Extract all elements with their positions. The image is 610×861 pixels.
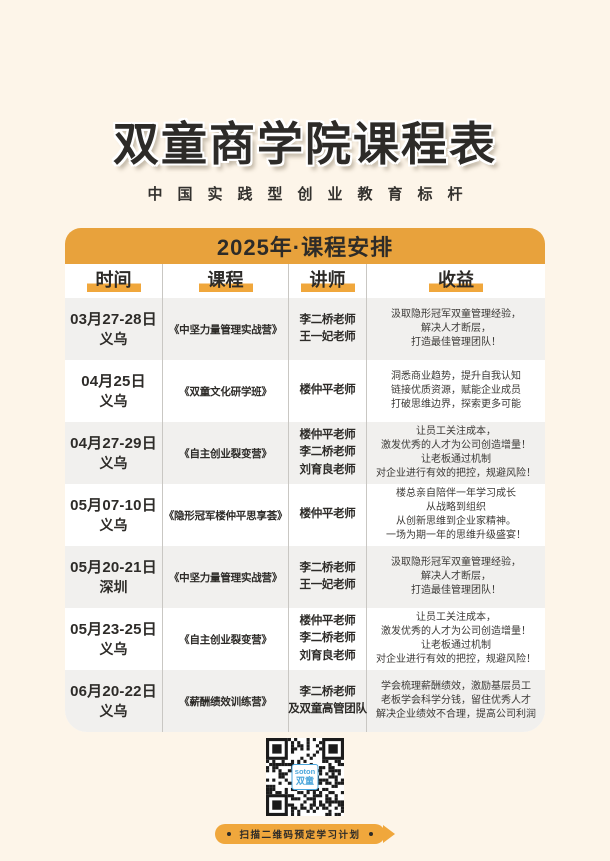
- column-header-cell: 课程: [163, 264, 289, 298]
- course-date: 04月27-29日: [70, 434, 157, 452]
- date-cell: 04月25日 义乌: [65, 360, 163, 422]
- lecturer-cell: 李二桥老师 王一妃老师: [289, 298, 367, 360]
- course-name: 《中坚力量管理实战营》: [168, 571, 283, 584]
- course-name-cell: 《双童文化研学班》: [163, 360, 289, 422]
- benefit-cell: 楼总亲自陪伴一年学习成长 从战略到组织 从创新思维到企业家精神。 一场为期一年的思维升…: [386, 488, 526, 541]
- table-row: 04月27-29日 义乌 《自主创业裂变营》 楼仲平老师 李二桥老师 刘育良老师 让…: [65, 422, 545, 484]
- lecturer-cell: 楼仲平老师 李二桥老师 刘育良老师: [289, 608, 367, 670]
- lecturer-cell: 李二桥老师 王一妃老师: [289, 546, 367, 608]
- course-name-cell: 《中坚力量管理实战营》: [163, 298, 289, 360]
- page-title: 双童商学院课程表: [113, 118, 497, 170]
- date-cell: 05月20-21日 深圳: [65, 546, 163, 608]
- table-row: 06月20-22日 义乌 《薪酬绩效训练营》 李二桥老师 及双童高管团队 学会梳理…: [65, 670, 545, 732]
- course-name: 《隐形冠军楼仲平思享荟》: [163, 509, 288, 522]
- course-name: 《自主创业裂变营》: [179, 633, 272, 646]
- column-header-cell: 收益: [367, 264, 545, 298]
- course-city: 义乌: [99, 393, 128, 410]
- course-city: 义乌: [99, 331, 128, 348]
- benefit-cell: 洞悉商业趋势，提升自我认知 链接优质资源，赋能企业成员 打破思维边界，探索更多可能: [391, 371, 521, 410]
- date-cell: 04月27-29日 义乌: [65, 422, 163, 484]
- benefit-cell: 汲取隐形冠军双童管理经验， 解决人才断层， 打造最佳管理团队！: [391, 309, 521, 348]
- course-city: 义乌: [99, 517, 128, 534]
- course-date: 05月23-25日: [70, 620, 157, 638]
- column-header-label: 讲师: [300, 269, 355, 293]
- benefit-cell: 汲取隐形冠军双童管理经验， 解决人才断层， 打造最佳管理团队！: [391, 557, 521, 596]
- qr-logo-text-bottom: 双童: [295, 775, 314, 786]
- footer-banner: 扫描二维码预定学习计划: [0, 824, 610, 844]
- lecturer-cell: 楼仲平老师: [289, 360, 367, 422]
- lecturer-cell: 楼仲平老师: [289, 484, 367, 546]
- course-date: 04月25日: [81, 372, 146, 390]
- course-name-cell: 《中坚力量管理实战营》: [163, 546, 289, 608]
- column-header-cell: 讲师: [289, 264, 367, 298]
- date-cell: 03月27-28日 义乌: [65, 298, 163, 360]
- course-name-cell: 《薪酬绩效训练营》: [163, 670, 289, 732]
- schedule-card: 2025年·课程安排 时间 课程 讲师 收益: [65, 228, 545, 732]
- course-name: 《自主创业裂变营》: [179, 447, 272, 460]
- table-row: 05月23-25日 义乌 《自主创业裂变营》 楼仲平老师 李二桥老师 刘育良老师 让…: [65, 608, 545, 670]
- course-date: 03月27-28日: [70, 310, 157, 328]
- lecturer-cell: 楼仲平老师 李二桥老师 刘育良老师: [289, 422, 367, 484]
- column-header-cell: 时间: [65, 264, 163, 298]
- course-date: 05月07-10日: [70, 496, 157, 514]
- qr-logo-text-top: soton: [294, 767, 316, 777]
- course-date: 05月20-21日: [70, 558, 157, 576]
- benefit-cell: 让员工关注成本， 激发优秀的人才为公司创造增量！ 让老板通过机制 对企业进行有效的把控…: [376, 426, 536, 479]
- table-row: 05月07-10日 义乌 《隐形冠军楼仲平思享荟》 楼仲平老师 楼总亲自陪伴一年…: [65, 484, 545, 546]
- qr-code-pattern: [266, 738, 344, 816]
- qr-code: soton 双童: [266, 738, 344, 816]
- course-city: 义乌: [99, 455, 128, 472]
- course-city: 义乌: [99, 641, 128, 658]
- table-row: 04月25日 义乌 《双童文化研学班》 楼仲平老师 洞悉商业趋势，提升自我认知链…: [65, 360, 545, 422]
- benefit-cell: 学会梳理薪酬绩效，激励基层员工 老板学会科学分钱，留住优秀人才 解决企业绩效不合理，…: [376, 681, 536, 720]
- course-name-cell: 《隐形冠军楼仲平思享荟》: [163, 484, 289, 546]
- table-body: 03月27-28日 义乌 《中坚力量管理实战营》 李二桥老师 王一妃老师 汲取隐形…: [65, 298, 545, 732]
- qr-center-logo: soton 双童: [291, 764, 319, 790]
- table-row: 05月20-21日 深圳 《中坚力量管理实战营》 李二桥老师 王一妃老师 汲取隐形…: [65, 546, 545, 608]
- schedule-card-header: 2025年·课程安排: [65, 228, 545, 264]
- course-name: 《薪酬绩效训练营》: [179, 695, 272, 708]
- lecturer-cell: 李二桥老师 及双童高管团队: [288, 670, 367, 732]
- date-cell: 05月07-10日 义乌: [65, 484, 163, 546]
- page-subtitle: 中国实践型创业教育标杆: [147, 186, 478, 203]
- course-name: 《双童文化研学班》: [179, 385, 272, 398]
- course-date: 06月20-22日: [70, 682, 157, 700]
- course-name-cell: 《自主创业裂变营》: [163, 422, 289, 484]
- date-cell: 05月23-25日 义乌: [65, 608, 163, 670]
- benefit-cell: 让员工关注成本， 激发优秀的人才为公司创造增量！ 让老板通过机制 对企业进行有效的把控…: [376, 612, 536, 665]
- bullet-dot-icon: [368, 832, 373, 836]
- course-name-cell: 《自主创业裂变营》: [163, 608, 289, 670]
- footer-pill: 扫描二维码预定学习计划: [215, 824, 385, 844]
- arrow-right-icon: [382, 825, 395, 843]
- column-header-label: 时间: [86, 269, 141, 293]
- date-cell: 06月20-22日 义乌: [65, 670, 163, 732]
- course-city: 深圳: [99, 579, 128, 596]
- column-header-label: 收益: [429, 269, 483, 293]
- footer-label: 扫描二维码预定学习计划: [239, 830, 361, 841]
- table-row: 03月27-28日 义乌 《中坚力量管理实战营》 李二桥老师 王一妃老师 汲取隐形…: [65, 298, 545, 360]
- table-header-row: 时间 课程 讲师 收益: [65, 264, 545, 298]
- course-city: 义乌: [99, 703, 128, 720]
- bullet-dot-icon: [227, 832, 232, 836]
- column-header-label: 课程: [198, 269, 253, 293]
- course-name: 《中坚力量管理实战营》: [168, 323, 283, 336]
